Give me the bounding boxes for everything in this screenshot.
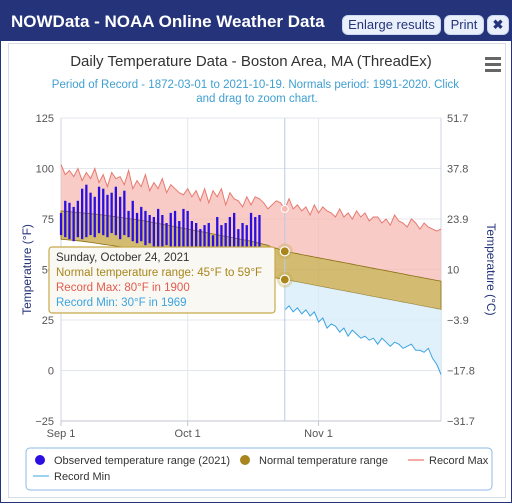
observed-bar [131,200,134,242]
observed-bar [123,190,126,236]
observed-bar [190,221,193,260]
y-axis-title: Temperature (°F) [20,224,34,315]
observed-bar [152,217,155,248]
observed-bar [59,212,63,236]
chart-subtitle: Period of Record - 1872-03-01 to 2021-10… [52,79,462,105]
observed-bar [144,210,147,246]
observed-bar [157,208,160,250]
x-tick-label: Sep 1 [47,428,76,440]
observed-bar [97,186,101,234]
observed-bar [127,210,130,238]
enlarge-results-button[interactable]: Enlarge results [342,15,441,35]
observed-bar [169,212,172,254]
observed-bar [72,206,75,242]
observed-bar [135,212,139,244]
chart-card: Daily Temperature Data - Boston Area, MA… [8,43,506,498]
observed-bar [258,215,261,258]
y-tick-label: 100 [36,164,54,176]
chart-title: Daily Temperature Data - Boston Area, MA… [70,53,432,70]
tooltip-date: Sunday, October 24, 2021 [56,252,189,264]
y-tick-label: 0 [48,366,54,378]
title-bar: NOWData - NOAA Online Weather Data Enlar… [1,1,512,41]
tooltip-normal: Normal temperature range: 45°F to 59°F [56,267,262,279]
y-tick-label: 25 [42,315,54,327]
chart-subtitle-line: and drag to zoom chart. [196,93,317,105]
legend-symbol [240,455,250,465]
observed-bar [81,188,84,240]
observed-bar [249,212,253,256]
observed-bar [85,184,88,238]
menu-icon[interactable] [485,57,501,72]
observed-bar [195,223,198,256]
observed-bar [186,210,189,256]
observed-bar [224,223,227,268]
legend-item-label: Observed temperature range (2021) [54,455,230,467]
highlight-record-max-point [280,204,289,213]
legend-item-label: Normal temperature range [259,455,388,467]
y-tick-label-right: −17.8 [447,366,475,378]
observed-bar [173,210,177,250]
observed-bar [216,217,219,262]
observed-bar [102,188,105,236]
menu-icon-bar [485,69,501,72]
observed-bar [241,223,244,264]
tooltip-record-min: Record Min: 30°F in 1969 [56,297,187,309]
highlight-point [279,246,290,257]
y-axis-title-right: Temperature (°C) [484,223,498,315]
y-tick-label: −25 [35,416,54,428]
observed-bar [245,225,248,266]
y-tick-label-right: −31.7 [447,416,475,428]
observed-bar [182,208,185,252]
window-title: NOWData - NOAA Online Weather Data [11,12,325,31]
observed-bar [140,206,143,242]
legend-item-label: Record Max [429,455,489,467]
observed-bar [203,225,206,260]
legend-box [25,447,493,491]
record-max-line [60,164,442,232]
x-tick-label: Nov 1 [304,428,333,440]
y-tick-label-right: 23.9 [447,214,468,226]
observed-bar [110,192,113,234]
y-tick-label: 125 [36,113,54,125]
y-tick-label-right: −3.9 [447,315,469,327]
chart-legend: Observed temperature range (2021) Normal … [25,447,493,491]
observed-bar [207,223,210,262]
observed-bar [165,223,168,246]
chart-subtitle-line: Period of Record - 1872-03-01 to 2021-10… [52,79,459,91]
data-tooltip: Sunday, October 24, 2021 Normal temperatu… [48,246,276,314]
observed-bar [76,200,79,238]
tooltip-box [48,246,276,314]
x-tick-label: Oct 1 [175,428,201,440]
observed-bar [64,200,67,238]
observed-bar [161,215,164,248]
highlight-point [279,274,290,285]
y-tick-label-right: 51.7 [447,113,468,125]
y-tick-label-right: 37.8 [447,164,468,176]
observed-bar [119,196,122,240]
observed-bar [233,212,236,258]
record-min-area [284,279,441,375]
y-tick-label: 75 [42,214,54,226]
tooltip-record-max: Record Max: 80°F in 1900 [56,282,190,294]
temperature-chart[interactable]: Daily Temperature Data - Boston Area, MA… [9,44,507,499]
observed-bar [148,215,151,244]
print-button[interactable]: Print [444,15,484,35]
observed-bar [106,194,109,238]
observed-bar [254,217,257,262]
record-min-line [284,305,442,375]
legend-symbol [35,455,45,465]
y-tick-label-right: 10 [447,265,459,277]
legend-item-label: Record Min [54,471,110,483]
close-icon[interactable]: ✖ [487,15,509,35]
observed-bar [89,192,92,236]
menu-icon-bar [485,63,501,66]
observed-bar [114,186,117,236]
observed-bar [68,202,71,240]
observed-bar [199,229,202,258]
menu-icon-bar [485,57,501,60]
observed-bar [178,221,181,254]
observed-bar [228,217,231,260]
observed-bar [93,196,96,238]
